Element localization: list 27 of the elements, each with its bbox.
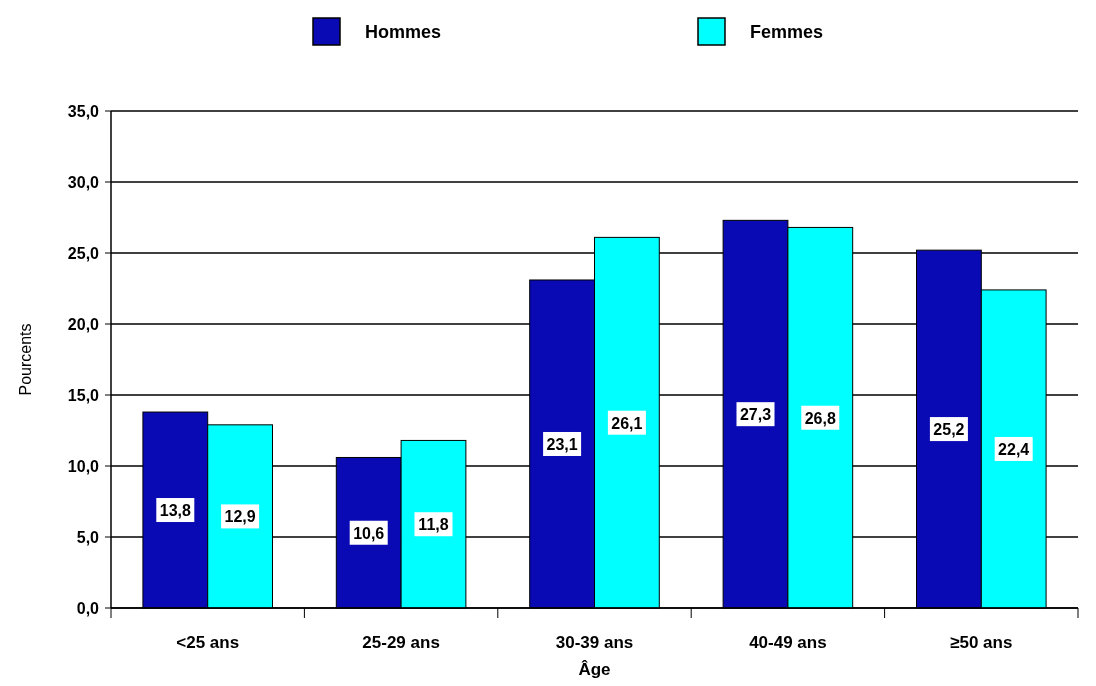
data-label: 12,9 xyxy=(224,508,256,526)
y-tick-label: 20,0 xyxy=(67,316,100,333)
y-axis-title: Pourcents xyxy=(17,323,34,396)
data-label: 27,3 xyxy=(739,406,772,424)
data-label: 10,6 xyxy=(353,524,385,542)
y-tick-label: 0,0 xyxy=(76,600,100,617)
x-tick-label: 40-49 ans xyxy=(749,633,827,652)
data-label: 26,8 xyxy=(804,409,836,427)
data-label: 22,4 xyxy=(998,440,1030,458)
y-tick-label: 5,0 xyxy=(76,529,100,546)
legend-label: Femmes xyxy=(750,22,824,42)
x-tick-label: 30-39 ans xyxy=(555,633,634,652)
legend-label: Hommes xyxy=(365,22,442,42)
data-label: 11,8 xyxy=(418,516,449,534)
data-label: 13,8 xyxy=(159,502,191,520)
x-axis-title: Âge xyxy=(578,660,611,679)
y-tick-label: 10,0 xyxy=(67,458,100,475)
data-label: 25,2 xyxy=(933,421,965,439)
x-tick-label: 25-29 ans xyxy=(362,633,440,652)
y-tick-label: 15,0 xyxy=(67,387,100,404)
x-tick-label: ≥50 ans xyxy=(950,633,1013,652)
y-tick-label: 25,0 xyxy=(67,245,100,262)
data-label: 26,1 xyxy=(611,414,643,432)
y-tick-label: 35,0 xyxy=(67,103,100,120)
x-tick-label: <25 ans xyxy=(176,633,240,652)
y-tick-label: 30,0 xyxy=(67,174,100,191)
data-label: 23,1 xyxy=(546,435,578,453)
